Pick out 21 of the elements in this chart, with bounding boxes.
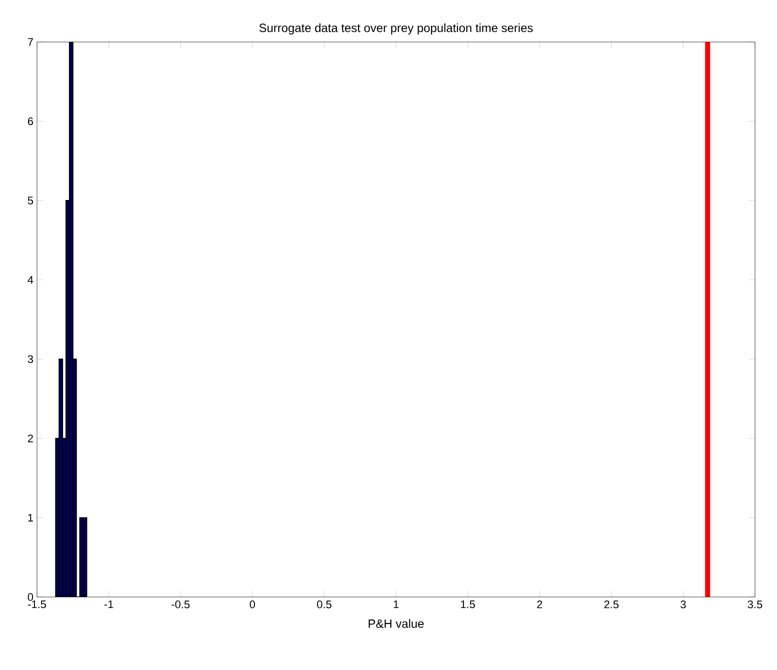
- x-tick-label: 3: [680, 600, 686, 608]
- y-tick-label: 7: [28, 38, 33, 46]
- y-tick-label: 1: [28, 514, 33, 522]
- x-tick-label: -1.5: [28, 600, 46, 608]
- x-tick-label: 2.5: [604, 600, 619, 608]
- x-tick-label: -1: [104, 600, 114, 608]
- x-tick-label: 0.5: [317, 600, 332, 608]
- y-tick-label: 0: [28, 593, 34, 601]
- chart-title: Surrogate data test over prey population time series: [259, 23, 533, 34]
- y-tick-label: 6: [28, 117, 33, 126]
- x-tick-label: 3.5: [748, 600, 762, 608]
- y-tick-label: 3: [28, 355, 33, 364]
- y-tick-label: 5: [28, 196, 34, 204]
- x-tick-label: 1: [394, 600, 399, 608]
- x-axis-title: P&H value: [368, 619, 424, 628]
- x-tick-label: 2: [537, 600, 542, 608]
- x-tick-label: 0: [250, 600, 256, 608]
- y-tick-label: 4: [28, 276, 34, 284]
- x-tick-label: -0.5: [172, 600, 190, 608]
- y-tick-label: 2: [28, 434, 33, 442]
- x-tick-label: 1.5: [461, 600, 475, 608]
